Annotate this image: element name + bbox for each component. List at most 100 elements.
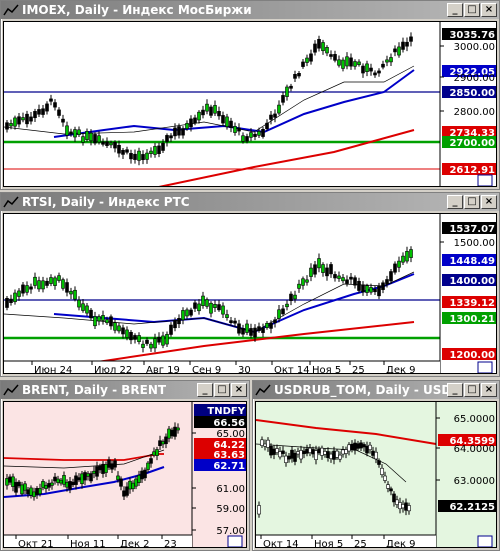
maximize-button[interactable]: □ — [464, 383, 480, 397]
candle — [68, 481, 72, 490]
candle — [107, 459, 111, 468]
chart-icon — [3, 4, 19, 16]
candle — [158, 440, 162, 447]
candle — [398, 502, 402, 510]
candle — [89, 309, 93, 319]
minimize-button[interactable]: _ — [447, 383, 463, 397]
brent-title-bar[interactable]: BRENT, Daily - BRENT _ □ × — [1, 381, 249, 399]
candle — [281, 308, 285, 315]
candle — [317, 38, 321, 49]
candle — [141, 343, 145, 348]
candle — [155, 449, 159, 456]
candle — [253, 133, 257, 137]
candle — [122, 490, 126, 497]
candle — [320, 447, 324, 456]
candle — [287, 455, 291, 460]
price-tag-label: TNDFY — [207, 406, 245, 417]
candle — [285, 86, 289, 97]
candle — [47, 483, 51, 488]
candle — [257, 131, 261, 136]
candle — [213, 304, 217, 308]
candle — [35, 488, 39, 495]
minimize-button[interactable]: _ — [447, 195, 463, 209]
minimize-button[interactable]: _ — [447, 3, 463, 17]
minimize-button[interactable]: _ — [197, 383, 213, 397]
time-tick-label: 25 — [354, 539, 367, 548]
candle — [329, 264, 333, 275]
brent-plot[interactable]: TNDFY 66.56 65.00 64.22 63.63 62.71 61.00 59.00… — [3, 401, 247, 548]
close-button[interactable]: × — [481, 195, 497, 209]
candle — [8, 476, 12, 483]
candle — [185, 309, 189, 317]
candle — [173, 127, 177, 137]
candle — [61, 279, 65, 289]
time-tick-label: Авг 19 — [146, 365, 180, 374]
maximize-button[interactable]: □ — [464, 3, 480, 17]
indicator-line — [4, 453, 164, 461]
imoex-title-bar[interactable]: IMOEX, Daily - Индекс МосБиржи _ □ × — [1, 1, 499, 19]
candle — [104, 464, 108, 473]
candle — [41, 481, 45, 488]
candle — [261, 128, 265, 137]
candle — [296, 451, 300, 455]
candle — [397, 260, 401, 268]
price-tag-label: 1339.12 — [449, 298, 495, 309]
candle — [101, 315, 105, 321]
candle — [221, 305, 225, 315]
scroll-icon — [477, 174, 493, 186]
candle — [13, 117, 17, 127]
candle — [77, 129, 81, 135]
candle — [353, 442, 357, 451]
candle — [241, 135, 245, 142]
close-button[interactable]: × — [231, 383, 247, 397]
candle — [128, 480, 132, 490]
candle — [329, 453, 333, 460]
rtsi-title-bar[interactable]: RTSI, Daily - Индекс РТС _ □ × — [1, 193, 499, 211]
candle — [237, 323, 241, 334]
candle — [145, 152, 149, 160]
candle — [317, 258, 321, 269]
price-tag — [442, 65, 496, 77]
candle — [164, 436, 168, 445]
time-tick-label: Дек 2 — [120, 539, 150, 548]
price-tag-label: 2922.05 — [449, 67, 495, 78]
candle — [405, 41, 409, 47]
close-button[interactable]: × — [481, 383, 497, 397]
candle — [205, 299, 209, 307]
candle — [221, 115, 225, 124]
candle — [21, 117, 25, 121]
candle — [173, 320, 177, 329]
maximize-button[interactable]: □ — [214, 383, 230, 397]
candle — [368, 444, 372, 451]
candle — [405, 251, 409, 262]
usdrub-plot[interactable]: 65.0000 64.3599 64.0000 63.0000 62.2125 Окт 1… — [255, 401, 497, 548]
candle — [74, 475, 78, 485]
candle — [73, 289, 77, 300]
candle — [141, 154, 145, 161]
price-tick-label: 2900.00 — [454, 73, 495, 84]
close-button[interactable]: × — [481, 3, 497, 17]
candle — [153, 338, 157, 349]
maximize-button[interactable]: □ — [464, 195, 480, 209]
usdrub-title-bar[interactable]: USDRUB_TOM, Daily - USDR... _ □ × — [253, 381, 499, 399]
price-tag — [442, 28, 496, 40]
candle — [385, 279, 389, 285]
candle — [377, 70, 381, 74]
candle — [105, 141, 109, 146]
candle — [49, 98, 53, 102]
candle — [350, 443, 354, 450]
imoex-plot[interactable]: 3035.76 3000.00 2922.05 2900.00 2850.00 2800.… — [3, 21, 497, 187]
candle — [98, 465, 102, 471]
candle — [266, 439, 270, 448]
candle — [345, 279, 349, 284]
time-tick-label: Окт 21 — [18, 539, 54, 548]
candle — [65, 282, 69, 293]
candle — [57, 275, 61, 281]
rtsi-chart: 1537.07 1500.00 1448.49 1400.00 1339.12 1300.… — [4, 214, 496, 374]
rtsi-plot[interactable]: 1537.07 1500.00 1448.49 1400.00 1339.12 1300.… — [3, 213, 497, 374]
candle — [109, 316, 113, 327]
candle — [386, 484, 390, 489]
candle — [11, 476, 15, 487]
candle — [9, 298, 13, 303]
candle — [217, 304, 221, 311]
